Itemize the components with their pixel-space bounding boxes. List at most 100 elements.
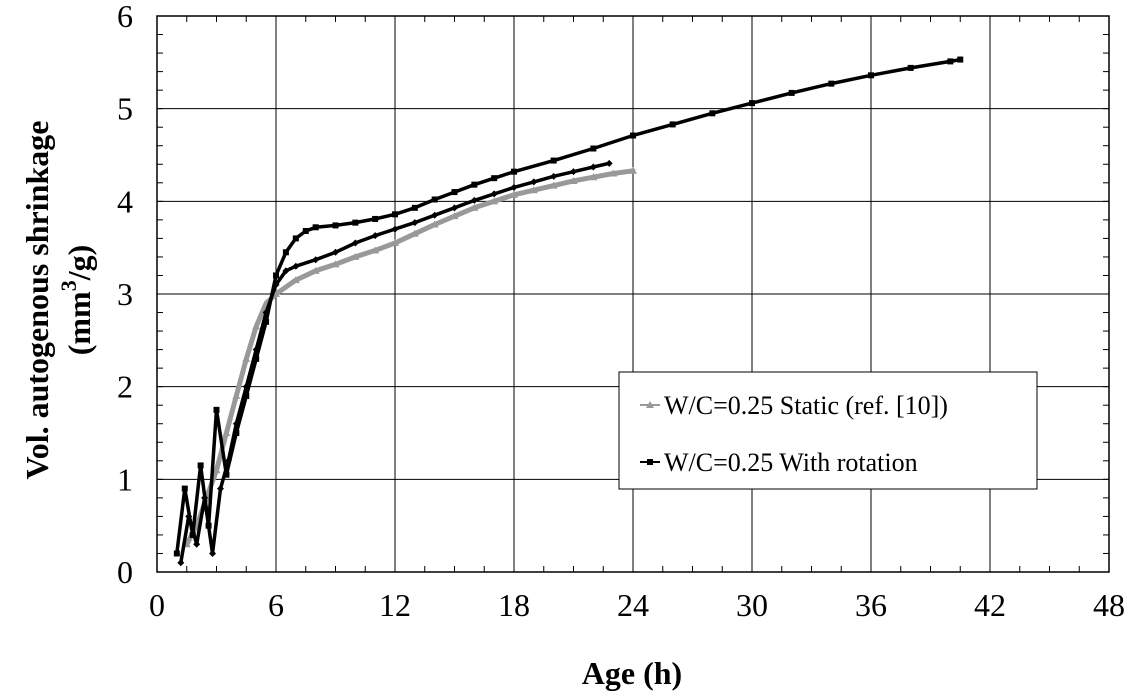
y-tick-label: 0	[117, 554, 133, 590]
data-point	[242, 354, 251, 362]
data-point	[529, 186, 538, 194]
data-point	[243, 392, 250, 399]
y-tick-label: 1	[117, 461, 133, 497]
data-point	[213, 406, 220, 413]
data-point	[907, 64, 914, 71]
data-point	[709, 110, 716, 117]
data-point	[490, 190, 498, 198]
plot-frame	[156, 15, 1110, 573]
legend-box	[618, 371, 1038, 490]
data-point	[292, 235, 299, 242]
data-point	[331, 260, 340, 268]
data-point	[470, 196, 478, 204]
data-point	[411, 204, 418, 211]
data-point	[332, 222, 339, 229]
data-point	[470, 203, 479, 211]
data-point	[273, 272, 279, 279]
y-axis-unit-suffix: /g)	[61, 245, 97, 282]
data-point	[222, 429, 231, 436]
data-point	[351, 239, 359, 247]
data-point	[630, 132, 636, 139]
data-point	[828, 80, 835, 87]
data-point	[311, 266, 320, 274]
legend-label-rotation: W/C=0.25 With rotation	[664, 448, 918, 477]
y-axis-unit-sup: 3	[56, 280, 81, 291]
data-point	[233, 430, 240, 436]
series-group	[173, 56, 964, 567]
data-point	[570, 168, 577, 176]
data-point	[410, 229, 419, 237]
series-line	[179, 161, 611, 565]
data-point	[629, 166, 637, 174]
data-point	[282, 267, 290, 275]
y-axis-title-line1: Vol. autogenous shrinkage	[19, 121, 55, 480]
data-point	[569, 176, 578, 184]
x-tick-label: 24	[617, 587, 649, 623]
y-tick-label: 6	[117, 0, 133, 34]
data-point	[224, 457, 232, 465]
data-point	[302, 227, 309, 234]
data-point	[181, 485, 188, 492]
data-point	[177, 559, 185, 567]
data-point	[351, 252, 360, 260]
data-point	[589, 173, 598, 181]
data-point	[451, 189, 458, 196]
data-point	[372, 215, 379, 222]
data-point	[272, 281, 280, 289]
data-point	[216, 485, 224, 493]
x-tick-labels: 0 6 12 18 24 30 36 42 48	[149, 587, 1125, 623]
data-point	[749, 100, 755, 107]
legend-marker-rotation	[647, 459, 653, 465]
data-point	[510, 183, 518, 191]
data-point	[431, 211, 439, 219]
y-tick-labels: 0 1 2 3 4 5 6	[117, 0, 133, 590]
data-point	[411, 219, 419, 227]
y-axis-unit-prefix: (mm	[61, 291, 97, 355]
data-point	[609, 169, 618, 177]
data-point	[252, 322, 261, 330]
data-point	[291, 276, 300, 284]
data-point	[253, 355, 260, 362]
data-point	[212, 466, 221, 474]
data-point	[511, 168, 517, 175]
data-point	[590, 145, 597, 152]
data-point	[282, 249, 289, 256]
x-tick-label: 6	[268, 587, 284, 623]
data-point	[263, 318, 270, 325]
x-tick-label: 0	[149, 587, 165, 623]
series-line	[184, 168, 636, 547]
y-axis-title: Vol. autogenous shrinkage (mm3/g)	[19, 121, 97, 480]
data-point	[391, 239, 399, 247]
data-point	[312, 256, 320, 264]
legend-marker-static	[646, 401, 654, 408]
data-point	[490, 197, 499, 205]
series-3	[177, 159, 613, 567]
x-tick-label: 42	[974, 587, 1006, 623]
data-point	[957, 56, 964, 63]
legend-label-static: W/C=0.25 Static (ref. [10])	[664, 391, 948, 420]
legend-entry-rotation: W/C=0.25 With rotation	[640, 448, 918, 477]
data-point	[450, 212, 459, 220]
data-point	[209, 549, 217, 557]
data-point	[332, 248, 339, 256]
data-point	[550, 172, 558, 180]
y-axis-title-line2: (mm3/g)	[56, 245, 97, 356]
data-point	[371, 232, 379, 240]
data-point	[868, 72, 874, 79]
data-point	[173, 550, 180, 557]
data-point	[352, 219, 359, 226]
data-point	[530, 178, 538, 186]
data-point	[232, 391, 241, 399]
data-point	[669, 121, 676, 128]
data-point	[589, 163, 597, 171]
x-tick-label: 30	[736, 587, 768, 623]
data-point	[471, 181, 478, 188]
data-point	[549, 181, 558, 189]
data-point	[391, 225, 399, 233]
data-point	[201, 494, 209, 502]
data-point	[431, 196, 438, 203]
data-point	[451, 204, 458, 212]
legend-entry-static: W/C=0.25 Static (ref. [10])	[640, 391, 948, 420]
